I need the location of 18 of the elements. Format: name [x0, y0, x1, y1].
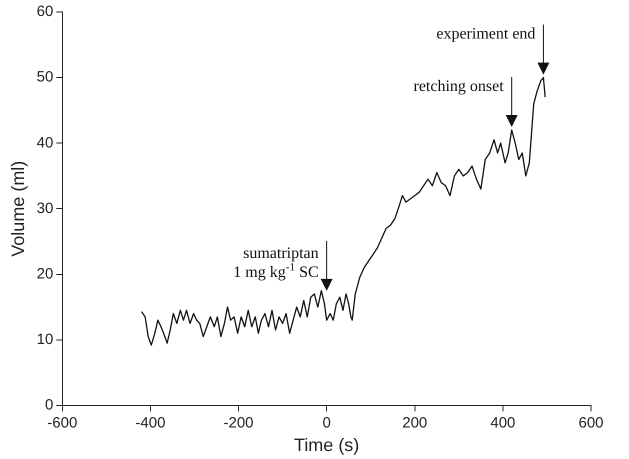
y-tick-label: 10: [36, 330, 54, 348]
y-tick-label: 40: [36, 134, 54, 152]
x-tick-label: 0: [322, 414, 331, 432]
y-tick-label: 20: [36, 265, 54, 282]
y-tick-label: 0: [44, 396, 54, 414]
y-tick-label: 50: [36, 68, 54, 86]
annotation: experiment end: [436, 26, 536, 43]
x-tick-label: -600: [47, 414, 78, 432]
annotation: retching onset: [413, 78, 504, 96]
x-tick-label: 600: [578, 414, 604, 432]
y-tick-label: 60: [36, 3, 54, 20]
x-axis-title: Time (s): [294, 435, 360, 456]
y-axis-title: Volume (ml): [8, 160, 28, 257]
x-tick-label: 200: [402, 414, 428, 432]
x-tick-label: -200: [224, 414, 254, 432]
x-tick-label: -400: [135, 414, 166, 432]
y-tick-label: 30: [36, 200, 54, 217]
x-tick-label: 400: [490, 414, 516, 432]
